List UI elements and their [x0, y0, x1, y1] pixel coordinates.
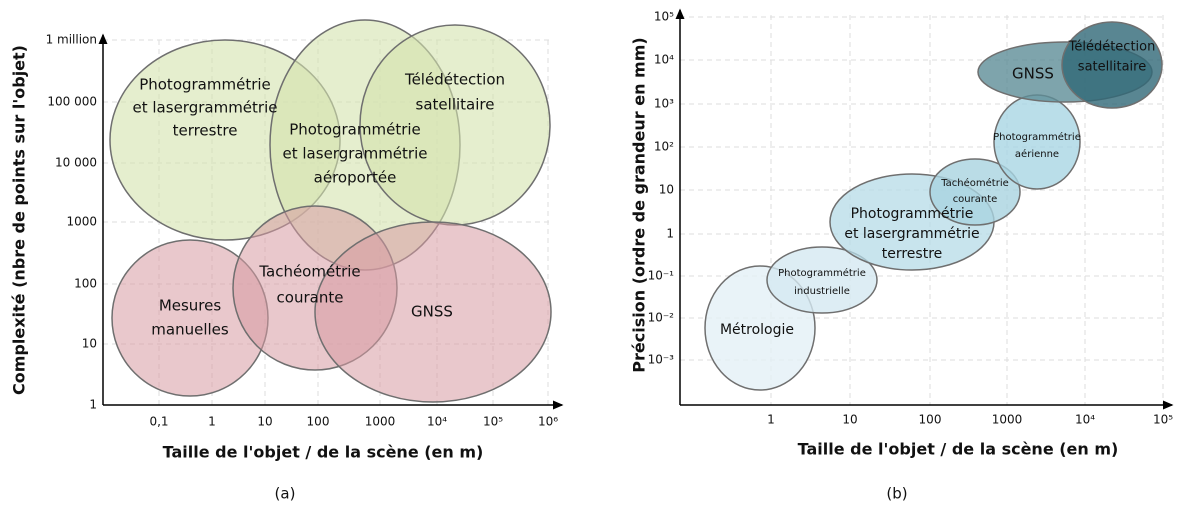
- caption: (a): [275, 485, 296, 503]
- region-label: Tachéométrie: [258, 263, 360, 281]
- caption: (b): [886, 485, 907, 503]
- region-label: manuelles: [151, 321, 229, 339]
- region-label: satellitaire: [416, 96, 495, 114]
- region-label: courante: [277, 289, 344, 307]
- x-tick-label: 10⁴: [1075, 413, 1095, 427]
- region-label: Télédétection: [404, 71, 505, 89]
- y-tick-label: 1 million: [46, 33, 97, 47]
- y-tick-label: 1000: [66, 215, 97, 229]
- region-label: Photogrammétrie: [289, 121, 421, 139]
- region-label: industrielle: [794, 286, 850, 297]
- y-tick-label: 10⁻²: [648, 311, 675, 325]
- x-tick-label: 10⁵: [483, 415, 503, 429]
- region-label: Photogrammétrie: [851, 206, 974, 222]
- region: [1061, 21, 1163, 109]
- region-label: Télédétection: [1068, 40, 1156, 55]
- y-tick-label: 10 000: [55, 156, 97, 170]
- x-tick-label: 1000: [365, 415, 396, 429]
- region-label: Photogrammétrie: [778, 267, 866, 279]
- y-tick-label: 10: [82, 337, 97, 351]
- x-tick-label: 0,1: [149, 415, 168, 429]
- y-tick-label: 100 000: [47, 95, 97, 109]
- x-tick-label: 1000: [992, 413, 1023, 427]
- region: [929, 158, 1021, 226]
- region-label: Photogrammétrie: [139, 76, 271, 94]
- region-label: et lasergrammétrie: [283, 145, 428, 163]
- y-tick-label: 10⁴: [654, 53, 674, 67]
- region-label: et lasergrammétrie: [133, 99, 278, 117]
- region-label: aéroportée: [314, 169, 397, 187]
- region-label: Métrologie: [720, 322, 794, 338]
- region-label: Photogrammétrie: [993, 131, 1081, 143]
- region: [766, 246, 878, 314]
- y-tick-label: 10⁻¹: [648, 269, 675, 283]
- y-tick-label: 1: [666, 227, 674, 241]
- y-tick-label: 10⁻³: [648, 353, 675, 367]
- region-label: aérienne: [1015, 148, 1059, 160]
- y-tick-label: 100: [74, 277, 97, 291]
- x-tick-label: 10⁵: [1153, 413, 1173, 427]
- y-tick-label: 10³: [654, 97, 674, 111]
- x-tick-label: 10⁴: [427, 415, 447, 429]
- region-label: et lasergrammétrie: [844, 226, 979, 242]
- x-tick-label: 10: [842, 413, 857, 427]
- region-label: Tachéométrie: [940, 177, 1009, 189]
- y-tick-label: 1: [89, 398, 97, 412]
- region-label: satellitaire: [1078, 60, 1146, 75]
- region: [314, 221, 552, 403]
- y-axis-title: Complexité (nbre de points sur l'objet): [10, 45, 29, 395]
- region-label: courante: [953, 194, 998, 205]
- y-tick-label: 10⁵: [654, 10, 674, 24]
- region-label: terrestre: [882, 246, 943, 262]
- region-label: Mesures: [159, 297, 222, 315]
- y-axis-title: Précision (ordre de grandeur en mm): [630, 37, 649, 372]
- x-tick-label: 100: [919, 413, 942, 427]
- x-tick-label: 100: [307, 415, 330, 429]
- region-label: terrestre: [173, 122, 238, 140]
- region-label: GNSS: [1012, 65, 1054, 83]
- x-axis-title: Taille de l'objet / de la scène (en m): [798, 440, 1119, 459]
- y-tick-label: 10²: [654, 140, 674, 154]
- x-tick-label: 10⁶: [538, 415, 558, 429]
- region-label: GNSS: [411, 303, 453, 321]
- x-tick-label: 1: [767, 413, 775, 427]
- x-tick-label: 1: [208, 415, 216, 429]
- x-axis-title: Taille de l'objet / de la scène (en m): [163, 443, 484, 462]
- y-tick-label: 10: [659, 183, 674, 197]
- x-tick-label: 10: [257, 415, 272, 429]
